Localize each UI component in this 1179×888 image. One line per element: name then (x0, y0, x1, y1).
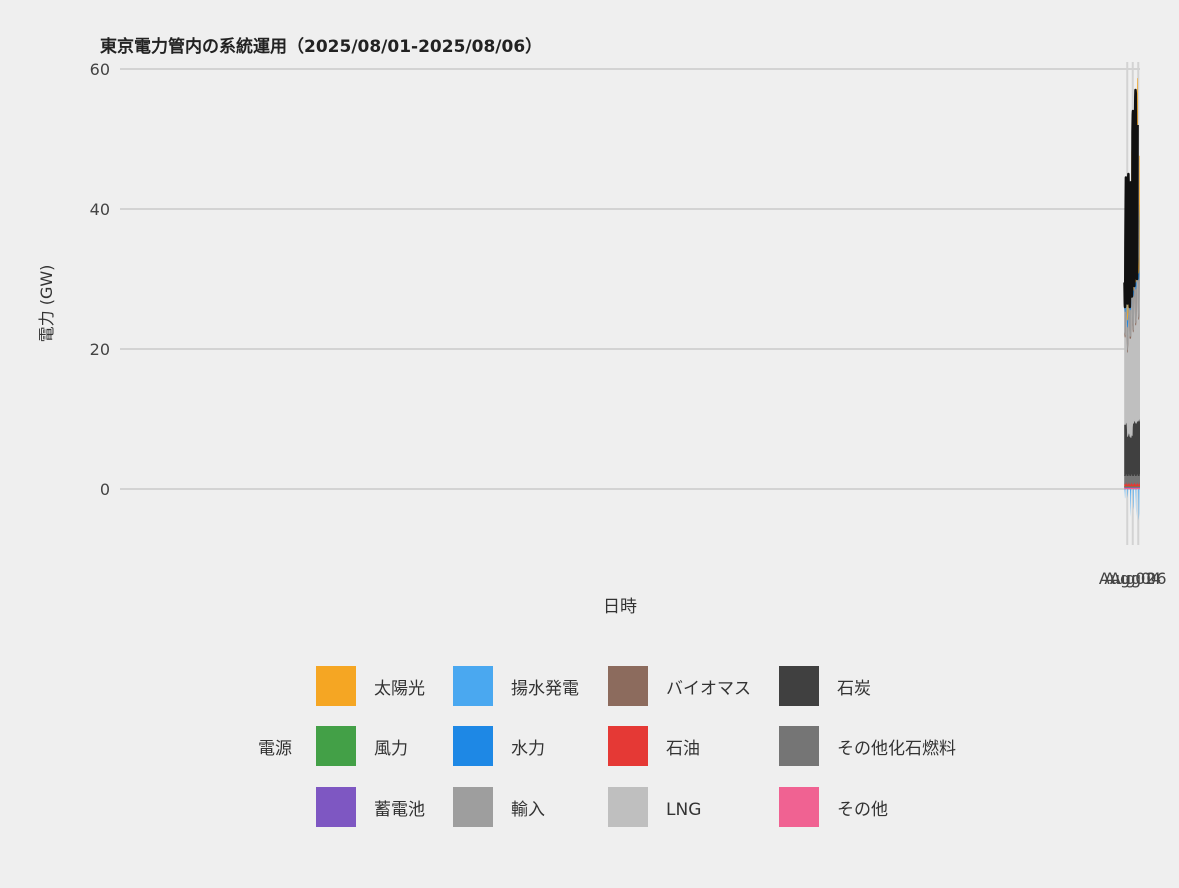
x-tick-label: Aug 06 (1110, 569, 1167, 588)
legend-swatch (779, 666, 819, 706)
chart-title: 東京電力管内の系統運用（2025/08/01-2025/08/06） (100, 36, 542, 57)
legend-swatch (316, 787, 356, 827)
area-series-negative (1124, 489, 1140, 521)
legend-swatch (453, 726, 493, 766)
legend-swatch (316, 666, 356, 706)
y-tick-label: 60 (90, 60, 110, 79)
legend-swatch (453, 666, 493, 706)
legend-label: バイオマス (666, 679, 751, 699)
legend-swatch (608, 666, 648, 706)
legend-label: LNG (666, 800, 701, 820)
legend-label: 風力 (374, 739, 408, 759)
legend-label: 石油 (666, 739, 700, 759)
legend-label: その他化石燃料 (837, 739, 956, 759)
legend-label: 石炭 (837, 679, 871, 699)
legend-swatch (453, 787, 493, 827)
y-tick-label: 20 (90, 340, 110, 359)
legend-label: 揚水発電 (511, 679, 579, 699)
legend-swatch (779, 787, 819, 827)
legend-title: 電源 (258, 739, 292, 759)
y-tick-label: 40 (90, 200, 110, 219)
legend-label: 太陽光 (374, 679, 425, 699)
demand-line (1123, 88, 1139, 309)
legend-swatch (608, 726, 648, 766)
legend-label: その他 (837, 800, 888, 820)
x-axis-title: 日時 (603, 597, 637, 617)
x-tick-label: Aug 02 (1099, 569, 1156, 588)
y-tick-label: 0 (100, 480, 110, 499)
legend-label: 蓄電池 (374, 800, 425, 820)
y-axis-title: 電力 (GW) (37, 265, 56, 343)
legend-swatch (608, 787, 648, 827)
legend-swatch (316, 726, 356, 766)
legend-label: 輸入 (511, 800, 545, 820)
x-tick-label: Aug 04 (1104, 569, 1161, 588)
legend-label: 水力 (511, 739, 545, 759)
legend-swatch (779, 726, 819, 766)
plot-panel (120, 62, 1140, 545)
